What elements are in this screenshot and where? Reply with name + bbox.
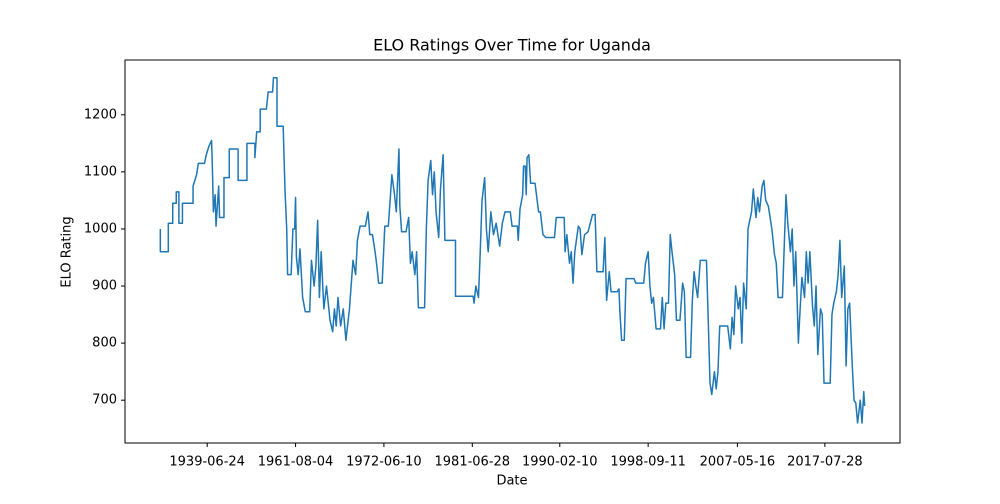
y-tick-label: 900 [92, 279, 117, 294]
x-tick-label: 1961-08-04 [258, 455, 334, 470]
line [159, 76, 866, 424]
y-tick-label: 1200 [84, 107, 117, 122]
y-tick-label: 700 [92, 393, 117, 408]
x-tick-label: 1939-06-24 [169, 455, 245, 470]
y-tick-label: 800 [92, 336, 117, 351]
x-tick-label: 1998-09-11 [610, 455, 686, 470]
x-tick-label: 1990-02-10 [522, 455, 598, 470]
x-tick-label: 1981-06-28 [435, 455, 511, 470]
plot-frame [124, 59, 901, 444]
chart-title: ELO Ratings Over Time for Uganda [373, 36, 651, 55]
x-tick-label: 2007-05-16 [700, 455, 776, 470]
y-tick-label: 1100 [84, 164, 117, 179]
x-tick-label: 1972-06-10 [346, 455, 422, 470]
x-tick-label: 2017-07-28 [787, 455, 863, 470]
y-axis-label: ELO Rating [60, 216, 75, 287]
y-tick-label: 1000 [84, 221, 117, 236]
x-axis-label: Date [496, 474, 527, 489]
